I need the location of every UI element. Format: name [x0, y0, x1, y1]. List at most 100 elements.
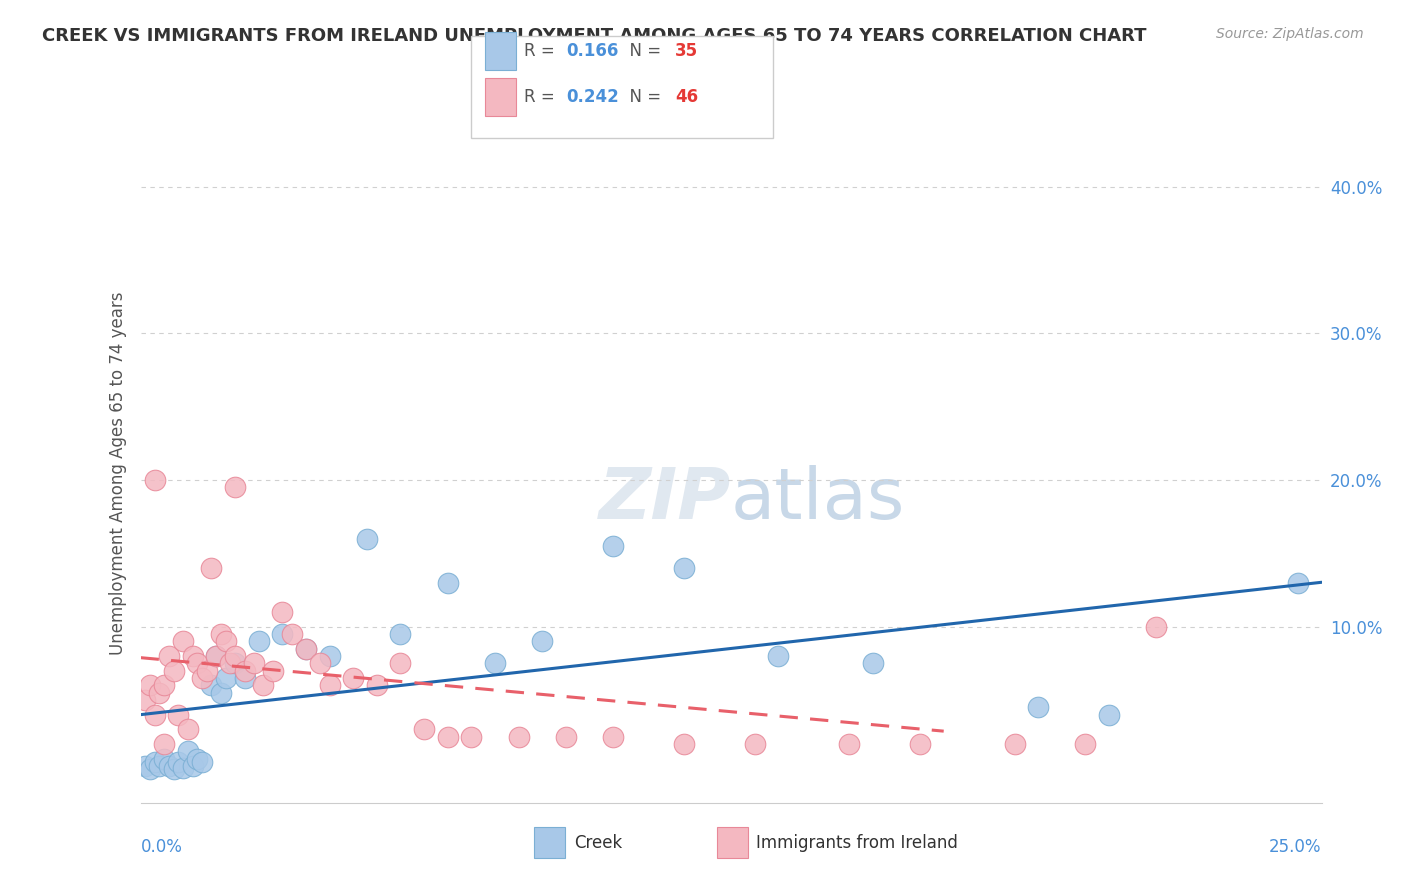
- Point: [247, 634, 270, 648]
- Point: [1286, 575, 1309, 590]
- Point: [139, 762, 162, 776]
- Point: [233, 671, 256, 685]
- Point: [186, 752, 208, 766]
- Point: [191, 671, 214, 685]
- Point: [186, 657, 208, 671]
- Point: [281, 627, 304, 641]
- Point: [148, 686, 170, 700]
- Text: R =: R =: [524, 88, 561, 106]
- Point: [531, 634, 554, 648]
- Text: N =: N =: [619, 88, 666, 106]
- Point: [163, 762, 186, 776]
- Text: R =: R =: [524, 42, 561, 60]
- Point: [295, 641, 318, 656]
- Point: [163, 664, 186, 678]
- Point: [177, 723, 200, 737]
- Point: [744, 737, 766, 751]
- Point: [134, 693, 156, 707]
- Point: [413, 723, 436, 737]
- Text: Immigrants from Ireland: Immigrants from Ireland: [756, 834, 959, 852]
- Point: [389, 627, 412, 641]
- Point: [172, 634, 194, 648]
- Point: [318, 649, 340, 664]
- Y-axis label: Unemployment Among Ages 65 to 74 years: Unemployment Among Ages 65 to 74 years: [108, 291, 127, 655]
- Point: [134, 759, 156, 773]
- Point: [366, 678, 388, 692]
- Point: [172, 761, 194, 775]
- Point: [153, 737, 176, 751]
- Point: [153, 752, 176, 766]
- Point: [214, 671, 236, 685]
- Point: [195, 664, 218, 678]
- Point: [200, 678, 222, 692]
- Point: [460, 730, 482, 744]
- Text: ZIP: ZIP: [599, 465, 731, 533]
- Point: [554, 730, 576, 744]
- Point: [295, 641, 318, 656]
- Text: atlas: atlas: [731, 465, 905, 533]
- Point: [309, 657, 332, 671]
- Point: [1098, 707, 1121, 722]
- Point: [262, 664, 284, 678]
- Point: [356, 532, 378, 546]
- Text: 0.242: 0.242: [567, 88, 620, 106]
- Point: [1144, 620, 1167, 634]
- Point: [205, 649, 228, 664]
- Point: [167, 755, 190, 769]
- Point: [672, 737, 695, 751]
- Point: [200, 561, 222, 575]
- Point: [157, 649, 180, 664]
- Point: [224, 657, 246, 671]
- Text: 46: 46: [675, 88, 697, 106]
- Point: [318, 678, 340, 692]
- Point: [143, 707, 166, 722]
- Text: Source: ZipAtlas.com: Source: ZipAtlas.com: [1216, 27, 1364, 41]
- Point: [862, 657, 884, 671]
- Point: [224, 480, 246, 494]
- Point: [139, 678, 162, 692]
- Point: [209, 686, 232, 700]
- Point: [143, 755, 166, 769]
- Point: [181, 759, 204, 773]
- Point: [191, 755, 214, 769]
- Text: 0.166: 0.166: [567, 42, 619, 60]
- Point: [838, 737, 860, 751]
- Text: CREEK VS IMMIGRANTS FROM IRELAND UNEMPLOYMENT AMONG AGES 65 TO 74 YEARS CORRELAT: CREEK VS IMMIGRANTS FROM IRELAND UNEMPLO…: [42, 27, 1147, 45]
- Point: [167, 707, 190, 722]
- Point: [484, 657, 506, 671]
- Point: [181, 649, 204, 664]
- Point: [342, 671, 364, 685]
- Point: [908, 737, 931, 751]
- Point: [1026, 700, 1049, 714]
- Text: 25.0%: 25.0%: [1270, 838, 1322, 856]
- Point: [436, 730, 458, 744]
- Text: 0.0%: 0.0%: [141, 838, 183, 856]
- Text: Creek: Creek: [574, 834, 621, 852]
- Point: [389, 657, 412, 671]
- Point: [243, 657, 266, 671]
- Point: [177, 744, 200, 758]
- Point: [1004, 737, 1026, 751]
- Text: 35: 35: [675, 42, 697, 60]
- Point: [157, 759, 180, 773]
- Point: [205, 649, 228, 664]
- Point: [143, 473, 166, 487]
- Point: [148, 759, 170, 773]
- Point: [219, 657, 242, 671]
- Point: [436, 575, 458, 590]
- Point: [672, 561, 695, 575]
- Point: [214, 634, 236, 648]
- Point: [508, 730, 530, 744]
- Point: [602, 730, 624, 744]
- Point: [252, 678, 274, 692]
- Point: [209, 627, 232, 641]
- Point: [1074, 737, 1097, 751]
- Point: [233, 664, 256, 678]
- Point: [153, 678, 176, 692]
- Point: [271, 605, 294, 619]
- Text: N =: N =: [619, 42, 666, 60]
- Point: [224, 649, 246, 664]
- Point: [602, 539, 624, 553]
- Point: [768, 649, 790, 664]
- Point: [271, 627, 294, 641]
